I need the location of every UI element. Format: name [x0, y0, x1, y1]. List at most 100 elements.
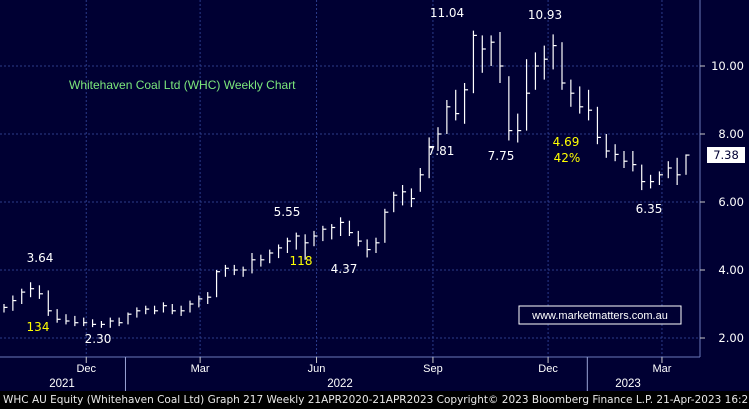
- ohlc-bar: [21, 288, 26, 304]
- ohlc-bar: [180, 305, 185, 316]
- ohlc-bar: [322, 225, 327, 242]
- ohlc-bar: [570, 79, 575, 107]
- ohlc-bar: [118, 317, 123, 327]
- ohlc-bar: [543, 45, 548, 80]
- last-price-box: [707, 147, 745, 163]
- annotation-label: 7.81: [428, 144, 455, 158]
- ohlc-bar: [83, 317, 88, 327]
- annotation-label: 118: [290, 254, 313, 268]
- ohlc-bar: [649, 174, 655, 189]
- x-year-label: 2022: [327, 378, 353, 390]
- price-annotations: 3.64 134 2.30 5.55 118 4.37 11.04 7.81 7.75 10.93…: [27, 6, 663, 346]
- ohlc-bar: [490, 35, 495, 66]
- ohlc-bar: [685, 154, 690, 175]
- ohlc-bar: [47, 290, 52, 316]
- y-tick-label: 6.00: [718, 195, 744, 209]
- x-month-label: Dec: [76, 363, 96, 375]
- last-price-label: 7.38: [713, 148, 739, 162]
- ohlc-bar: [623, 151, 628, 168]
- y-tick-label: 2.00: [718, 331, 744, 345]
- ohlc-bar: [38, 285, 43, 299]
- watermark-box: [518, 305, 682, 325]
- ohlc-bar: [561, 42, 566, 90]
- annotation-label: 10.93: [528, 8, 562, 22]
- y-axis: 2.00 4.00 6.00 8.00 10.00: [699, 0, 744, 357]
- ohlc-bar: [375, 237, 380, 253]
- ohlc-bar: [162, 302, 167, 313]
- ohlc-bar: [339, 217, 345, 236]
- ohlc-bar: [641, 164, 646, 191]
- ohlc-bar: [357, 230, 362, 247]
- ohlc-bar: [331, 224, 336, 240]
- annotation-label: 4.37: [331, 262, 358, 276]
- ohlc-bar: [587, 89, 593, 121]
- ohlc-bar: [277, 244, 283, 259]
- ohlc-bar: [525, 59, 531, 131]
- annotation-label: 11.04: [430, 6, 464, 20]
- y-tick-label: 4.00: [718, 263, 744, 277]
- ohlc-bar: [3, 304, 8, 313]
- ohlc-bar: [304, 234, 309, 260]
- ohlc-bar: [481, 35, 486, 73]
- y-tick-label: 10.00: [711, 59, 744, 73]
- ohlc-bar: [419, 168, 424, 192]
- annotation-label: 3.64: [27, 251, 54, 265]
- ohlc-bar: [198, 295, 203, 308]
- ohlc-bar: [269, 249, 274, 264]
- ohlc-bar: [251, 253, 256, 274]
- ohlc-bar: [579, 86, 584, 114]
- ohlc-bar: [224, 264, 229, 277]
- ohlc-bar: [614, 144, 619, 162]
- x-year-label: 2023: [615, 378, 641, 390]
- ohlc-bar: [65, 314, 70, 325]
- ohlc-bar: [667, 161, 672, 179]
- ohlc-bar: [100, 321, 105, 328]
- ohlc-bar: [410, 188, 415, 208]
- x-axis: Dec Mar Jun Sep Dec Mar 2021 2022 2023: [0, 356, 700, 391]
- annotation-label: 4.69: [553, 135, 580, 149]
- footer-bar: WHC AU Equity (Whitehaven Coal Ltd) Grap…: [0, 391, 749, 409]
- ohlc-bar: [658, 171, 663, 185]
- ohlc-bar: [517, 113, 522, 143]
- x-month-label: Jun: [308, 363, 326, 375]
- annotation-label: 42%: [554, 151, 581, 165]
- ohlc-bar: [109, 317, 114, 328]
- ohlc-bar: [233, 264, 238, 276]
- ohlc-bar: [676, 157, 681, 185]
- ohlc-bar: [215, 270, 221, 298]
- watermark: www.marketmatters.com.au: [518, 305, 682, 325]
- ohlc-bar: [401, 185, 407, 206]
- annotation-label: 2.30: [85, 332, 112, 346]
- ohlc-bar: [127, 312, 132, 325]
- ohlc-bar: [534, 52, 539, 90]
- ohlc-bar: [384, 208, 389, 243]
- ohlc-bar: [393, 191, 398, 213]
- ohlc-bar: [552, 34, 557, 70]
- ohlc-bar: [366, 239, 371, 258]
- annotation-label: 5.55: [274, 205, 301, 219]
- ohlc-bar: [313, 230, 318, 247]
- ohlc-bar: [295, 232, 300, 250]
- ohlc-bar: [145, 305, 150, 315]
- watermark-text: www.marketmatters.com.au: [531, 310, 668, 322]
- ohlc-bar: [56, 309, 61, 323]
- ohlc-bar: [171, 304, 176, 315]
- ohlc-bar: [508, 76, 513, 141]
- annotation-label: 6.35: [636, 202, 663, 216]
- last-price-tag: 7.38: [707, 147, 745, 163]
- ohlc-bar: [207, 292, 212, 304]
- ohlc-bar: [189, 300, 194, 313]
- ohlc-bar: [260, 254, 265, 267]
- ohlc-bar: [91, 319, 97, 328]
- grid-lines: [0, 0, 700, 357]
- ohlc-bar: [74, 315, 79, 327]
- ohlc-bar: [29, 282, 35, 298]
- chart-title: Whitehaven Coal Ltd (WHC) Weekly Chart: [69, 78, 296, 92]
- ohlc-bar: [455, 89, 460, 121]
- ohlc-bar: [605, 134, 610, 158]
- x-month-label: Mar: [191, 363, 210, 375]
- x-month-label: Sep: [423, 363, 443, 375]
- ohlc-bar: [463, 83, 469, 124]
- ohlc-bar: [472, 30, 477, 94]
- ohlc-bar: [428, 137, 433, 179]
